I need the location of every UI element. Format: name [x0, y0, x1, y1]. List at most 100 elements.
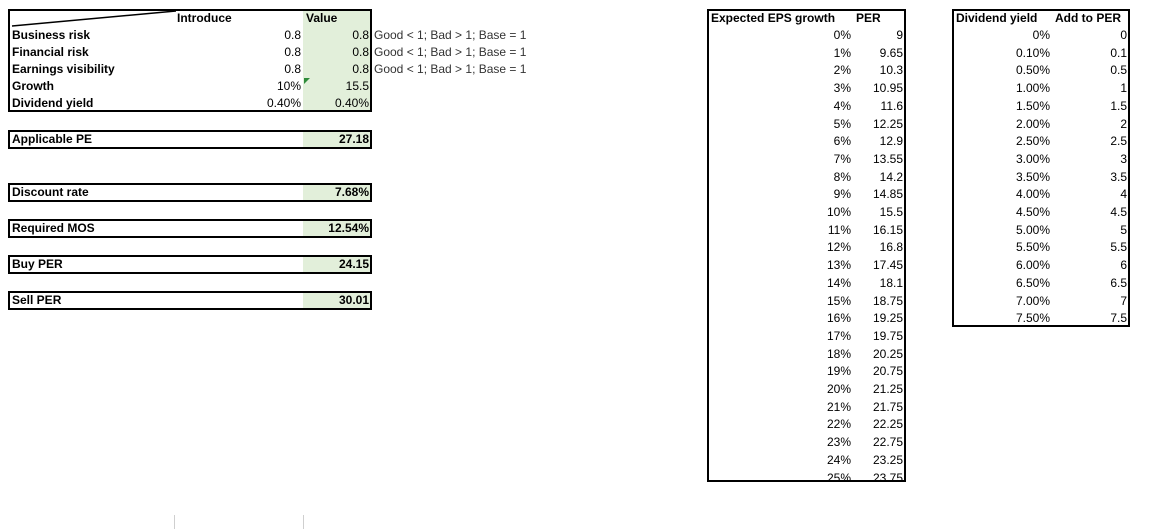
dividend-yield-cell[interactable]: 0% — [1032, 28, 1050, 42]
eps-per-cell[interactable]: 22.25 — [872, 417, 903, 432]
eps-growth-cell[interactable]: 1% — [833, 45, 851, 60]
param-introduce-cell[interactable]: 0.8 — [284, 45, 301, 59]
result-value-cell[interactable]: 30.01 — [338, 293, 369, 307]
eps-growth-cell[interactable]: 16% — [826, 311, 851, 326]
add-to-per-cell[interactable]: 5.5 — [1110, 240, 1127, 255]
eps-per-cell[interactable]: 11.6 — [880, 98, 903, 113]
eps-per-cell[interactable]: 21.25 — [872, 382, 903, 396]
param-introduce-cell[interactable]: 0.8 — [284, 62, 301, 76]
eps-growth-cell[interactable]: 24% — [826, 452, 851, 467]
dividend-yield-cell[interactable]: 2.50% — [1015, 134, 1050, 149]
eps-per-cell[interactable]: 19.75 — [872, 328, 903, 343]
eps-per-cell[interactable]: 22.75 — [872, 435, 903, 450]
dividend-yield-cell[interactable]: 5.50% — [1015, 240, 1050, 255]
eps-growth-cell[interactable]: 11% — [827, 222, 851, 237]
dividend-yield-cell[interactable]: 3.50% — [1015, 169, 1050, 184]
eps-per-cell[interactable]: 14.2 — [879, 169, 903, 184]
dividend-yield-cell[interactable]: 0.50% — [1015, 63, 1050, 78]
eps-growth-cell[interactable]: 25% — [826, 470, 851, 485]
eps-growth-cell[interactable]: 18% — [826, 346, 851, 361]
eps-growth-cell[interactable]: 3% — [833, 81, 851, 96]
dividend-yield-cell[interactable]: 0.10% — [1015, 45, 1050, 60]
param-value-cell[interactable]: 0.8 — [352, 62, 369, 76]
eps-growth-cell[interactable]: 10% — [826, 205, 851, 219]
param-value-cell[interactable]: 0.8 — [352, 45, 369, 59]
eps-per-cell[interactable]: 16.8 — [879, 240, 903, 255]
eps-growth-cell[interactable]: 4% — [833, 98, 851, 113]
dividend-yield-cell[interactable]: 2.00% — [1015, 116, 1050, 131]
add-to-per-cell[interactable]: 3.5 — [1110, 169, 1127, 184]
eps-growth-cell[interactable]: 19% — [826, 364, 851, 379]
add-to-per-cell[interactable]: 1.5 — [1110, 98, 1127, 113]
dividend-yield-cell[interactable]: 1.00% — [1015, 81, 1050, 96]
eps-per-cell[interactable]: 17.45 — [872, 258, 903, 273]
eps-per-cell[interactable]: 12.9 — [879, 134, 903, 149]
add-to-per-cell[interactable]: 7 — [1120, 293, 1127, 308]
eps-per-cell[interactable]: 23.25 — [872, 452, 903, 467]
add-to-per-cell[interactable]: 0.1 — [1110, 45, 1127, 60]
eps-per-cell[interactable]: 18.1 — [879, 275, 903, 290]
result-value-cell[interactable]: 27.18 — [338, 132, 369, 146]
dividend-yield-cell[interactable]: 6.00% — [1015, 258, 1050, 273]
add-to-per-cell[interactable]: 4.5 — [1110, 205, 1127, 219]
eps-growth-cell[interactable]: 9% — [833, 187, 851, 202]
eps-per-cell[interactable]: 23.75 — [872, 470, 903, 485]
result-value-cell[interactable]: 12.54% — [328, 221, 369, 235]
eps-growth-cell[interactable]: 21% — [826, 399, 851, 414]
dividend-yield-cell[interactable]: 4.00% — [1015, 187, 1050, 202]
add-to-per-cell[interactable]: 2 — [1120, 116, 1127, 131]
eps-per-cell[interactable]: 10.95 — [872, 81, 903, 96]
result-value-cell[interactable]: 24.15 — [338, 257, 369, 271]
eps-per-cell[interactable]: 13.55 — [872, 151, 903, 166]
eps-per-cell[interactable]: 12.25 — [872, 116, 903, 131]
eps-per-cell[interactable]: 19.25 — [872, 311, 903, 326]
eps-growth-cell[interactable]: 17% — [826, 328, 851, 343]
dividend-yield-cell[interactable]: 6.50% — [1015, 275, 1050, 290]
eps-growth-cell[interactable]: 8% — [833, 169, 851, 184]
eps-per-cell[interactable]: 9 — [896, 28, 903, 42]
eps-per-cell[interactable]: 21.75 — [872, 399, 903, 414]
dividend-yield-cell[interactable]: 1.50% — [1015, 98, 1050, 113]
dividend-yield-cell[interactable]: 3.00% — [1015, 151, 1050, 166]
add-to-per-cell[interactable]: 6.5 — [1110, 275, 1127, 290]
result-value-cell[interactable]: 7.68% — [334, 185, 369, 199]
eps-per-cell[interactable]: 20.25 — [872, 346, 903, 361]
eps-per-cell[interactable]: 15.5 — [879, 205, 903, 219]
eps-per-cell[interactable]: 16.15 — [872, 222, 903, 237]
dividend-yield-cell[interactable]: 4.50% — [1015, 205, 1050, 219]
param-value-cell[interactable]: 15.5 — [345, 79, 369, 93]
eps-growth-cell[interactable]: 7% — [833, 151, 851, 166]
add-to-per-cell[interactable]: 5 — [1120, 222, 1127, 237]
eps-growth-cell[interactable]: 14% — [826, 275, 851, 290]
eps-growth-cell[interactable]: 13% — [826, 258, 851, 273]
param-value-cell[interactable]: 0.8 — [352, 28, 369, 42]
eps-per-cell[interactable]: 20.75 — [872, 364, 903, 379]
eps-per-cell[interactable]: 10.3 — [879, 63, 903, 78]
add-to-per-cell[interactable]: 6 — [1120, 258, 1127, 273]
add-to-per-cell[interactable]: 3 — [1120, 151, 1127, 166]
param-introduce-cell[interactable]: 0.40% — [266, 96, 301, 110]
eps-per-cell[interactable]: 18.75 — [872, 293, 903, 308]
eps-growth-cell[interactable]: 2% — [833, 63, 851, 78]
param-value-cell[interactable]: 0.40% — [334, 96, 369, 110]
eps-per-cell[interactable]: 9.65 — [879, 45, 903, 60]
eps-growth-cell[interactable]: 0% — [833, 28, 851, 42]
eps-growth-cell[interactable]: 12% — [826, 240, 851, 255]
dividend-yield-cell[interactable]: 7.50% — [1015, 311, 1050, 326]
eps-growth-cell[interactable]: 5% — [833, 116, 851, 131]
add-to-per-cell[interactable]: 0.5 — [1110, 63, 1127, 78]
add-to-per-cell[interactable]: 4 — [1120, 187, 1127, 202]
eps-growth-cell[interactable]: 20% — [826, 382, 851, 396]
add-to-per-cell[interactable]: 7.5 — [1110, 311, 1127, 326]
eps-growth-cell[interactable]: 22% — [826, 417, 851, 432]
eps-growth-cell[interactable]: 23% — [826, 435, 851, 450]
add-to-per-cell[interactable]: 0 — [1120, 28, 1127, 42]
param-introduce-cell[interactable]: 0.8 — [284, 28, 301, 42]
eps-per-cell[interactable]: 14.85 — [872, 187, 903, 202]
add-to-per-cell[interactable]: 2.5 — [1110, 134, 1127, 149]
dividend-yield-cell[interactable]: 5.00% — [1015, 222, 1050, 237]
eps-growth-cell[interactable]: 6% — [833, 134, 851, 149]
dividend-yield-cell[interactable]: 7.00% — [1015, 293, 1050, 308]
eps-growth-cell[interactable]: 15% — [826, 293, 851, 308]
param-introduce-cell[interactable]: 10% — [276, 79, 301, 93]
